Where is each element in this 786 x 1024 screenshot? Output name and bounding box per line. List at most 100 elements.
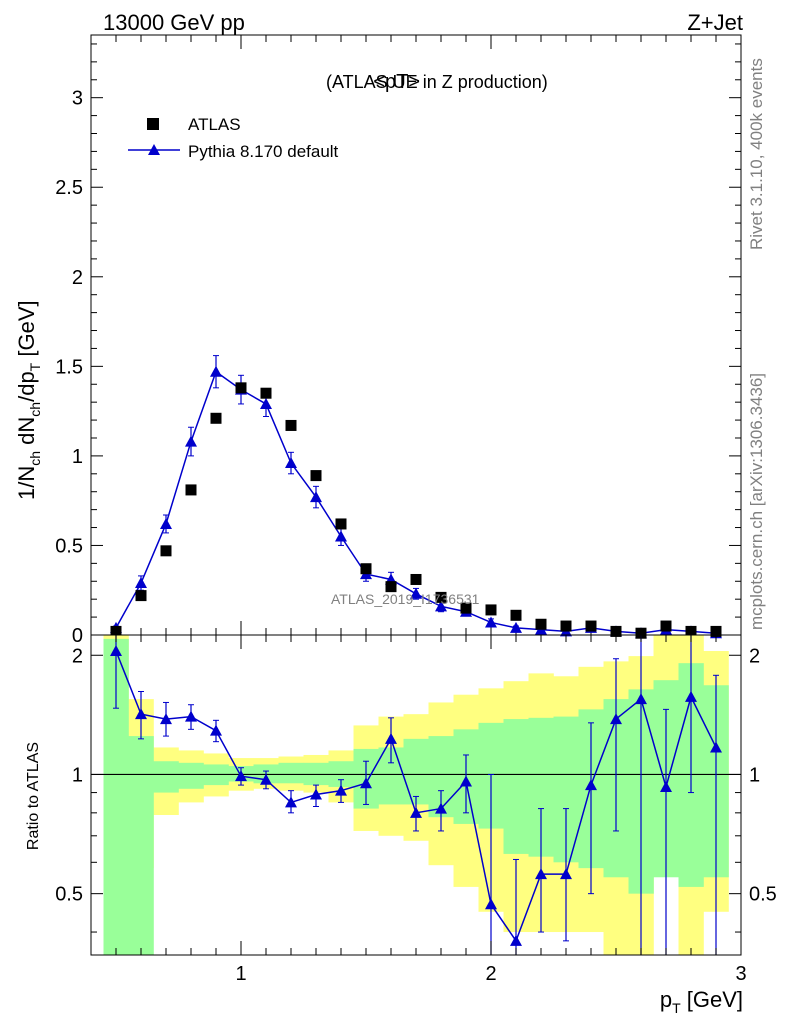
pythia-point [485,616,497,628]
x-axis-label: pT [GeV] [660,987,743,1016]
legend-atlas-marker [147,118,159,130]
ratio-x-tick-label: 3 [735,963,746,985]
main-y-axis-label: 1/Nch dNch/dpT [GeV] [14,300,43,500]
x-axis-label-part: T [672,1000,681,1016]
ratio-point [635,693,647,705]
atlas-point [510,609,522,621]
main-y-tick-label: 1 [72,446,83,468]
atlas-point [610,625,622,637]
watermark: ATLAS_2019_I1736531 [331,591,480,607]
main-y-tick-label: 2 [72,267,83,289]
header-right: Z+Jet [687,10,743,35]
ratio-point [235,770,247,782]
ratio-point [285,796,297,808]
atlas-point [135,590,147,602]
atlas-point [660,620,672,632]
header-left: 13000 GeV pp [103,10,245,35]
main-y-axis-label-part: /dp [14,371,39,402]
ratio-y-tick-label-right: 0.5 [749,884,777,906]
x-axis-label-part: p [660,987,672,1012]
main-y-axis-label-part: ch [27,402,43,417]
legend-pythia-label: Pythia 8.170 default [188,142,339,161]
atlas-point [110,625,122,637]
ratio-point [460,775,472,787]
main-y-tick-label: 0 [72,625,83,647]
ratio-y-tick-label: 2 [72,645,83,667]
pythia-point [185,435,197,447]
ratio-point [260,773,272,785]
ratio-point [410,806,422,818]
main-y-tick-label: 2.5 [55,177,83,199]
atlas-point [285,419,297,431]
main-panel: 0 0.5 1 1.5 2 2.5 3 [55,34,742,647]
stat-uncertainty-band [128,736,154,955]
ratio-point [710,741,722,753]
ratio-point [510,934,522,946]
main-y-axis-label-part: T [27,362,43,371]
ratio-point [585,779,597,791]
atlas-point [385,581,397,593]
stat-uncertainty-band [278,762,304,784]
ratio-x-tick-label: 2 [485,963,496,985]
x-axis-label-part: [GeV] [681,987,743,1012]
mcplots-label: mcplots.cern.ch [arXiv:1306.3436] [747,373,766,630]
main-y-axis-label-part: ch [27,451,43,466]
ratio-point [335,784,347,796]
pythia-point [260,397,272,409]
atlas-point [235,382,247,394]
ratio-point [160,713,172,725]
pythia-point [310,491,322,503]
main-y-tick-label: 0.5 [55,535,83,557]
ratio-point [685,690,697,702]
atlas-point [685,625,697,637]
legend-atlas-label: ATLAS [188,115,241,134]
atlas-point [710,625,722,637]
atlas-point [435,591,447,603]
pythia-point [160,517,172,529]
atlas-point [635,627,647,639]
atlas-point [535,618,547,630]
ratio-point [360,777,372,789]
pythia-point [435,600,447,612]
atlas-point [335,518,347,530]
stat-uncertainty-band [153,761,179,793]
pythia-point [510,621,522,633]
atlas-point [185,484,197,496]
atlas-point [560,620,572,632]
pythia-point [135,577,147,589]
ratio-inner [91,635,741,955]
ratio-y-axis-label: Ratio to ATLAS [25,742,42,850]
pythia-point [335,530,347,542]
ratio-y-tick-label: 0.5 [55,884,83,906]
main-y-tick-label: 1.5 [55,356,83,378]
plot-title-main: <pT> [373,71,420,93]
atlas-point [585,620,597,632]
ratio-point [210,724,222,736]
main-y-tick-label: 3 [72,88,83,110]
pythia-point [285,457,297,469]
ratio-y-tick-label: 1 [72,764,83,786]
atlas-point [310,470,322,482]
plot-title-sub: (ATLAS UE in Z production) [326,72,548,92]
ratio-point [135,708,147,720]
atlas-point [210,412,222,424]
atlas-point [260,387,272,399]
ratio-point [185,710,197,722]
legend-pythia-marker [148,144,160,155]
ratio-point [560,868,572,880]
pythia-point [410,587,422,599]
atlas-point [360,563,372,575]
rivet-label: Rivet 3.1.10, 400k events [747,58,766,250]
pythia-point [210,365,222,377]
ratio-point [385,732,397,744]
ratio-y-tick-label-right: 1 [749,764,760,786]
legend: ATLAS Pythia 8.170 default [128,115,339,161]
ratio-point [435,802,447,814]
main-y-axis-label-part: dN [14,417,39,451]
ratio-y-tick-label-right: 2 [749,645,760,667]
ratio-point [310,788,322,800]
atlas-point [460,602,472,614]
ratio-point [610,713,622,725]
ratio-point [110,645,122,657]
